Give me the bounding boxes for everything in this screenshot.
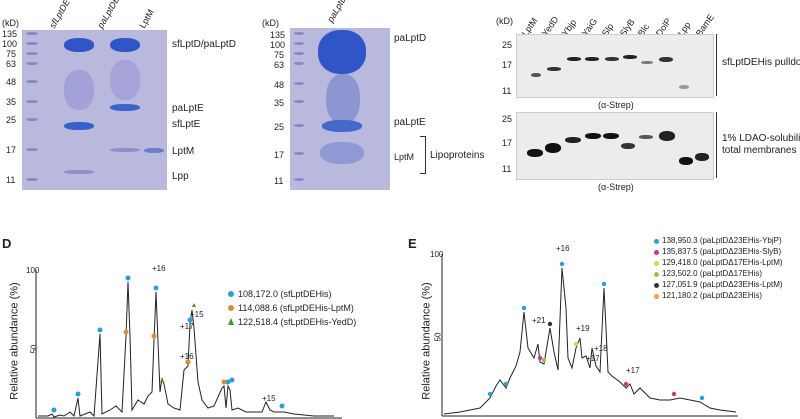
panel-a-marker-11: 11 [6,175,16,185]
panel-b-kd-label: (kD) [262,18,279,28]
panel-d-annotation-3: +17 [180,322,194,331]
panel-d-letter: D [2,236,12,251]
panel-b-bracket [420,136,426,174]
panel-a-gel [22,30,167,190]
panel-d-annotation-1: +16 [152,264,166,273]
panel-a-label-palpte: paLptE [172,103,204,114]
panel-d-annotation-2: +15 [190,310,204,319]
panel-c-bottom-marker-17: 17 [502,138,513,148]
panel-a-label-sflpte: sfLptE [172,119,201,130]
panel-b-marker-35: 35 [274,98,285,108]
panel-e-legend-3: 129,418.0 (paLptDΔ17EHis-LptM) [662,258,783,267]
legend-dot-icon [228,291,234,297]
panel-c-top-blot [516,34,714,98]
panel-c-bottom-marker-11: 11 [502,164,512,174]
panel-b-marker-48: 48 [274,80,285,90]
panel-a-label-lptd: sfLptD/paLptD [172,39,236,50]
panel-c-bottom-marker-25: 25 [502,114,513,124]
panel-c-bottom-blot [516,112,714,180]
panel-c-bottom-label-1: 1% LDAO-solubilized [722,133,800,144]
panel-b-label-palptd: paLptD [394,33,427,44]
panel-c-bottom-antibody: (α-Strep) [598,182,634,192]
panel-a-label-lptm: LptM [172,146,195,157]
panel-d-peak-markers [51,275,285,413]
panel-d-annotation-5: +15 [262,394,276,403]
panel-e-annotation-6: +17 [626,366,640,375]
panel-c-bottom-label-2: total membranes [722,145,797,156]
panel-e-legend-2: 135,837.5 (paLptDΔ23EHis-SlyB) [662,247,782,256]
panel-c-top-antibody: (α-Strep) [598,100,634,110]
panel-d-annotation-4: +16 [180,352,194,361]
panel-a-marker-25: 25 [6,115,17,125]
panel-d-spectrum [35,270,342,419]
panel-a-marker-100: 100 [2,39,18,49]
panel-d-legend-1: 108,172.0 (sfLptDEHis) [238,289,332,299]
panel-a-lane-palptde: paLptDE [95,0,122,30]
panel-e-letter: E [408,236,417,251]
legend-dot-icon [654,261,659,266]
legend-dot-icon [654,283,659,288]
panel-b-label-palpte: paLptE [394,117,426,128]
panel-b-marker-63: 63 [274,60,285,70]
panel-b-marker-100: 100 [270,40,286,50]
panel-e-y100: 100 [430,250,444,259]
panel-c-top-marker-17: 17 [502,60,513,70]
panel-c-top-divider [716,34,717,96]
panel-a-marker-75: 75 [6,49,17,59]
panel-b-marker-11: 11 [274,176,284,186]
panel-d-y100: 100 [26,266,40,275]
panel-d-legend-2: 114,088.6 (sfLptDEHis-LptM) [238,303,354,313]
panel-c-top-label: sfLptDEHis pulldown [722,57,800,68]
panel-e-annotation-2: +21 [532,316,546,325]
legend-dot-icon [654,250,659,255]
panel-e-ylabel: Relative abundance (%) [420,282,433,400]
legend-dot-icon [654,294,659,299]
legend-dot-icon [228,305,234,311]
panel-b-marker-75: 75 [274,50,285,60]
panel-b-gel [290,28,390,190]
panel-a-marker-48: 48 [6,77,17,87]
legend-triangle-icon [228,318,234,325]
panel-a-kd-label: (kD) [2,18,19,28]
panel-e-legend-5: 127,051.9 (paLptDΔ23EHis-LptM) [662,280,783,289]
panel-a-lane-lptm: LptM [137,7,157,30]
panel-b-label-lptm: LptM [394,152,415,162]
panel-d-ylabel: Relative abundance (%) [8,282,21,400]
panel-a-lane-sflptde: sfLptDE [47,0,73,31]
panel-d-legend-3: 122,518.4 (sfLptDEHis-YedD) [238,317,357,327]
panel-c-bottom-divider [716,112,717,178]
panel-a-marker-17: 17 [6,145,17,155]
panel-a-marker-35: 35 [6,97,17,107]
legend-dot-icon [654,272,659,277]
panel-c-top-marker-11: 11 [502,86,512,96]
panel-e-annotation-3: +19 [576,324,590,333]
panel-c-kd-label: (kD) [496,16,513,26]
panel-b-lane-palptde: paLptDE [325,0,352,24]
panel-a-label-lpp: Lpp [172,171,189,182]
panel-e-annotation-4: +18 [594,344,608,353]
panel-b-marker-25: 25 [274,122,285,132]
panel-b-marker-135: 135 [270,30,286,40]
panel-b-marker-17: 17 [274,150,285,160]
panel-e-annotation-1: +16 [556,244,570,253]
panel-a-marker-135: 135 [2,29,18,39]
panel-e-legend-6: 121,180.2 (paLptDΔ23EHis) [662,291,763,300]
legend-dot-icon [654,239,659,244]
panel-e-spectrum [441,254,738,417]
panel-b-label-lipoproteins: Lipoproteins [430,150,485,161]
panel-e-legend-1: 138,950.3 (paLptDΔ23EHis-YbjP) [662,236,782,245]
panel-e-legend-4: 123,502.0 (paLptDΔ17EHis) [662,269,763,278]
panel-c-top-marker-25: 25 [502,40,513,50]
panel-a-marker-63: 63 [6,59,17,69]
panel-e-peak-markers [487,261,705,401]
panel-e-annotation-5: +17 [586,354,600,363]
